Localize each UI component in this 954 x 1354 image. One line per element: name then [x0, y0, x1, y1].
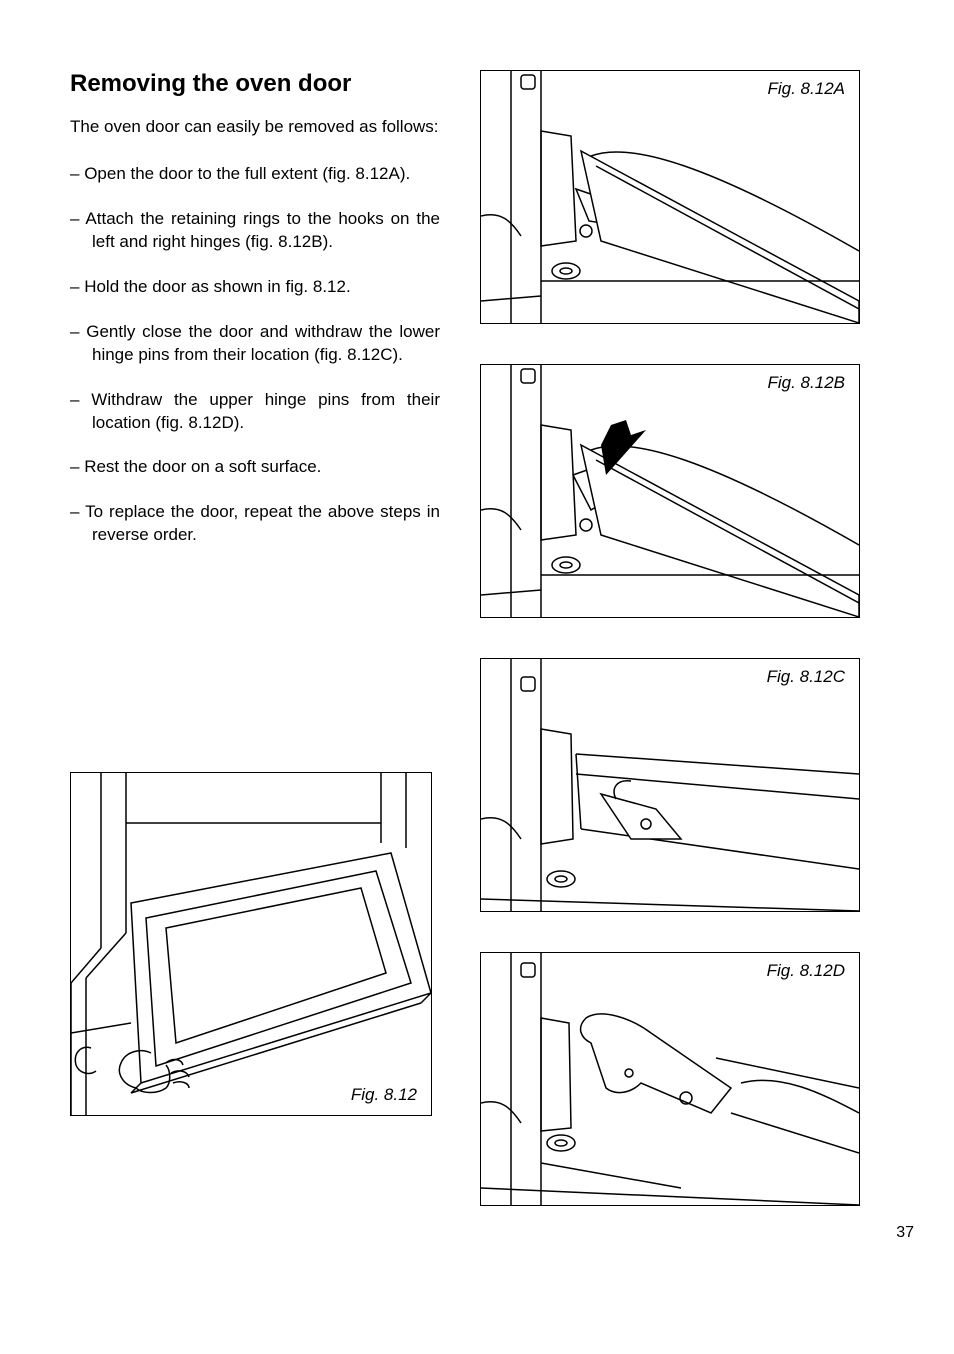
fig-8-12d-label: Fig. 8.12D	[767, 961, 845, 981]
step-item: To replace the door, repeat the above st…	[70, 501, 440, 547]
fig-8-12b-illustration	[481, 365, 859, 617]
fig-8-12a-illustration	[481, 71, 859, 323]
fig-8-12d-illustration	[481, 953, 859, 1205]
section-heading: Removing the oven door	[70, 70, 440, 98]
intro-text: The oven door can easily be removed as f…	[70, 116, 440, 139]
step-item: Rest the door on a soft surface.	[70, 456, 440, 479]
page: Removing the oven door The oven door can…	[0, 0, 954, 1354]
fig-8-12-container: Fig. 8.12	[70, 772, 440, 1116]
step-item: Attach the retaining rings to the hooks …	[70, 208, 440, 254]
fig-8-12c: Fig. 8.12C	[480, 658, 860, 912]
fig-8-12b-label: Fig. 8.12B	[768, 373, 846, 393]
steps-list: Open the door to the full extent (fig. 8…	[70, 163, 440, 547]
content-columns: Removing the oven door The oven door can…	[70, 70, 894, 1206]
page-number: 37	[896, 1224, 914, 1242]
left-column: Removing the oven door The oven door can…	[70, 70, 440, 1206]
fig-8-12: Fig. 8.12	[70, 772, 432, 1116]
fig-8-12c-label: Fig. 8.12C	[767, 667, 845, 687]
fig-8-12-illustration	[71, 773, 431, 1115]
step-item: Open the door to the full extent (fig. 8…	[70, 163, 440, 186]
fig-8-12a-label: Fig. 8.12A	[768, 79, 846, 99]
fig-8-12-label: Fig. 8.12	[351, 1085, 417, 1105]
fig-8-12d: Fig. 8.12D	[480, 952, 860, 1206]
step-item: Withdraw the upper hinge pins from their…	[70, 389, 440, 435]
right-column: Fig. 8.12A	[480, 70, 860, 1206]
fig-8-12a: Fig. 8.12A	[480, 70, 860, 324]
step-item: Hold the door as shown in fig. 8.12.	[70, 276, 440, 299]
fig-8-12b: Fig. 8.12B	[480, 364, 860, 618]
fig-8-12c-illustration	[481, 659, 859, 911]
step-item: Gently close the door and withdraw the l…	[70, 321, 440, 367]
